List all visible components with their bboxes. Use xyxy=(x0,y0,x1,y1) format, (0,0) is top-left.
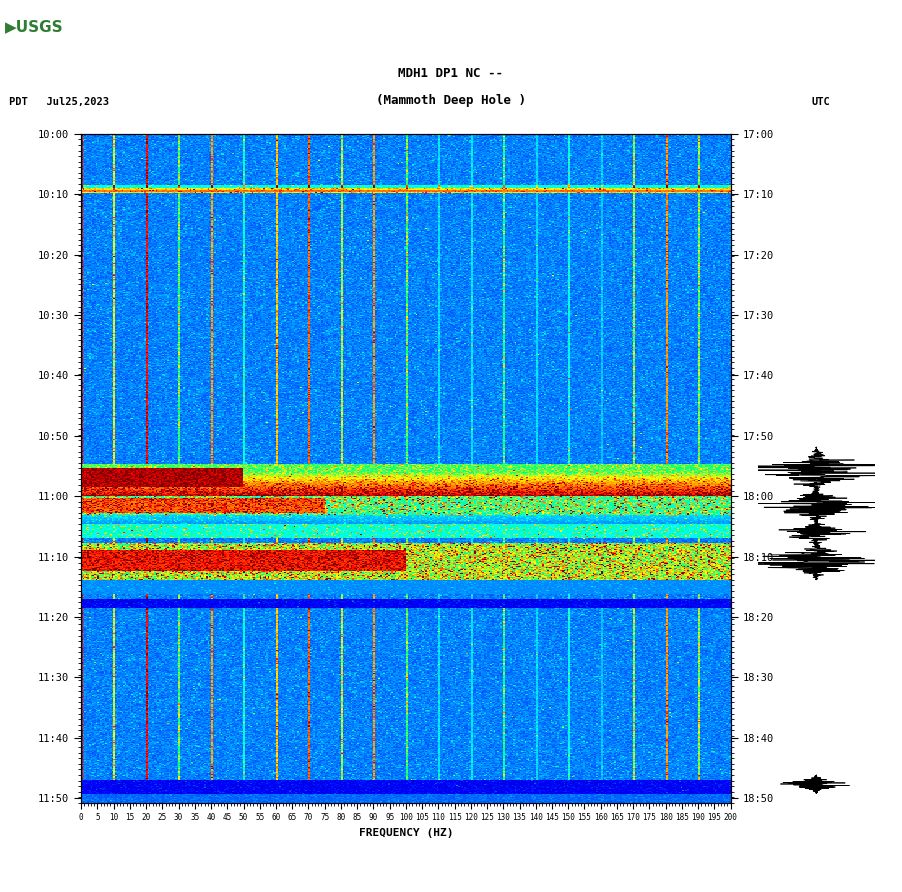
Text: UTC: UTC xyxy=(811,97,830,107)
Text: MDH1 DP1 NC --: MDH1 DP1 NC -- xyxy=(399,67,503,80)
Text: ▶USGS: ▶USGS xyxy=(5,20,63,34)
X-axis label: FREQUENCY (HZ): FREQUENCY (HZ) xyxy=(359,828,453,838)
Text: PDT   Jul25,2023: PDT Jul25,2023 xyxy=(9,97,109,107)
Text: (Mammoth Deep Hole ): (Mammoth Deep Hole ) xyxy=(376,94,526,107)
